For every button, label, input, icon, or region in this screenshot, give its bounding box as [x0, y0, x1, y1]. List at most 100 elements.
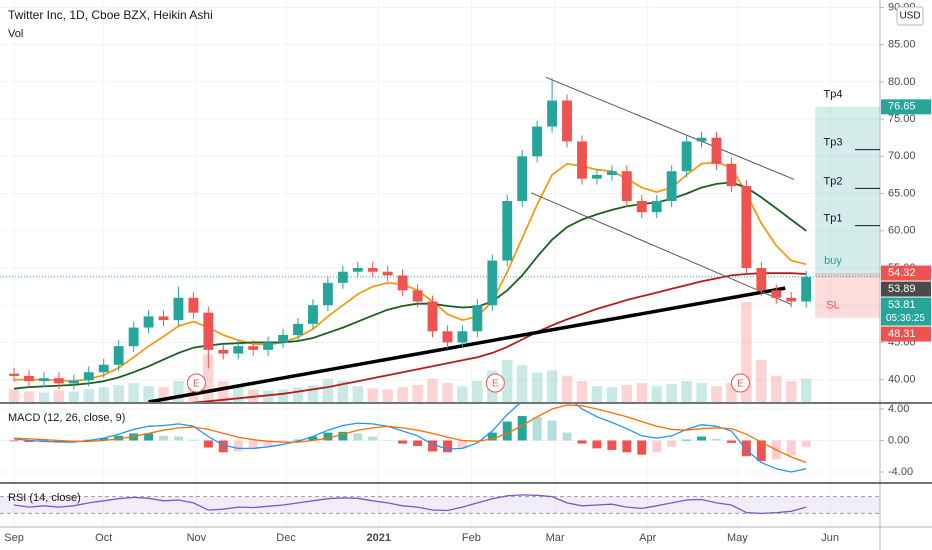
earnings-marker	[485, 373, 505, 393]
candle-body	[367, 268, 378, 272]
earnings-label: E	[737, 379, 744, 390]
currency[interactable]: USD	[899, 11, 920, 22]
candle-body	[651, 201, 662, 213]
macd-histogram-bar	[203, 440, 213, 448]
volume-bar	[726, 383, 737, 402]
y-tick-label: 4.00	[888, 403, 909, 415]
candle-body	[547, 100, 558, 127]
level-label: Tp2	[824, 175, 843, 187]
volume-bar	[800, 378, 812, 402]
rsi-pane	[0, 494, 880, 515]
macd-histogram-bar	[682, 439, 692, 441]
volume-bar	[756, 359, 767, 402]
rsi-line	[13, 494, 807, 515]
macd-histogram-bar	[756, 440, 766, 461]
earnings-label: E	[492, 379, 499, 390]
candle-body	[591, 174, 602, 179]
level-label: buy	[824, 255, 842, 267]
macd-histogram-bar	[368, 436, 378, 441]
level-box	[815, 106, 880, 277]
volume-bar	[472, 380, 483, 402]
macd-histogram-bar	[114, 435, 124, 441]
currency-box[interactable]	[896, 6, 924, 26]
candle-body	[308, 305, 318, 324]
volume-bar	[8, 389, 20, 402]
macd-histogram-bar	[248, 440, 258, 450]
candle-body	[726, 163, 737, 187]
candle-body	[293, 323, 303, 335]
macd-histogram-bar	[233, 440, 243, 452]
macd-line	[13, 404, 807, 473]
volume-bar	[337, 380, 349, 402]
volume-bar	[636, 383, 647, 402]
macd-histogram-bar	[353, 433, 363, 441]
volume-bar	[785, 380, 797, 402]
y-tick-label: -4.00	[888, 466, 913, 478]
level-label: Tp3	[824, 137, 843, 149]
volume-bar	[277, 389, 289, 402]
macd-histogram-bar	[338, 431, 348, 441]
volume-bar	[143, 386, 154, 402]
candle-body	[741, 186, 752, 268]
y-tick-label: 65.00	[888, 187, 916, 199]
candle-body	[113, 346, 124, 365]
macd-histogram-bar	[457, 440, 467, 449]
x-tick-label: Dec	[276, 532, 296, 544]
y-tick-label: 0.00	[888, 434, 909, 446]
candle-body	[397, 275, 408, 291]
volume-bar	[681, 380, 692, 402]
volume-bar	[98, 387, 109, 402]
candle-body	[218, 349, 229, 354]
macd-histogram-bar	[562, 432, 572, 441]
volume-bar	[397, 387, 408, 402]
candle-body	[24, 375, 34, 382]
macd-histogram-bar	[218, 440, 228, 453]
price-tag	[881, 326, 931, 342]
volume-bar	[23, 391, 35, 402]
price-tag	[881, 265, 931, 281]
candle-body	[711, 137, 722, 164]
volume-bar	[502, 359, 513, 402]
volume-bar	[771, 375, 782, 402]
price-tag-label: 53.81	[888, 299, 916, 311]
volume-bar	[741, 302, 752, 402]
volume-bar	[666, 384, 677, 402]
countdown: 05:36:25	[886, 313, 925, 324]
candle-body	[9, 373, 19, 376]
candle-body	[98, 364, 109, 373]
earnings-marker	[730, 373, 750, 393]
macd-histogram-bar	[786, 440, 796, 456]
volume-bar	[442, 383, 453, 402]
volume-bar	[173, 380, 184, 402]
trendline	[545, 76, 795, 180]
candle-body	[487, 260, 498, 306]
macd-histogram-bar	[667, 440, 677, 447]
macd-histogram-bar	[428, 440, 438, 452]
level-label: Tp1	[824, 212, 843, 224]
signal-line	[13, 404, 807, 464]
x-tick-label: May	[727, 532, 748, 544]
macd-histogram-bar	[173, 436, 183, 441]
macd-histogram-bar	[159, 435, 168, 441]
macd-histogram-bar	[741, 440, 751, 457]
price-tag-label: 48.31	[888, 328, 916, 340]
candle-body	[502, 201, 513, 261]
candle-body	[158, 316, 169, 321]
macd-histogram-bar	[383, 440, 393, 441]
volume-bar	[262, 390, 274, 402]
macd-histogram-bar	[547, 420, 557, 441]
volume-bar	[218, 380, 229, 402]
candle-body	[83, 372, 94, 381]
candle-body	[621, 171, 632, 201]
x-tick-label: Feb	[462, 532, 481, 544]
macd-histogram-bar	[188, 439, 198, 441]
x-tick-label: Apr	[639, 532, 656, 544]
volume-bar	[382, 389, 393, 402]
price-tag	[881, 99, 931, 115]
candle-body	[278, 335, 289, 343]
macd-histogram-bar	[398, 440, 408, 444]
candle-body	[173, 297, 184, 321]
volume-bar	[606, 387, 618, 402]
volume-bar	[696, 383, 707, 402]
